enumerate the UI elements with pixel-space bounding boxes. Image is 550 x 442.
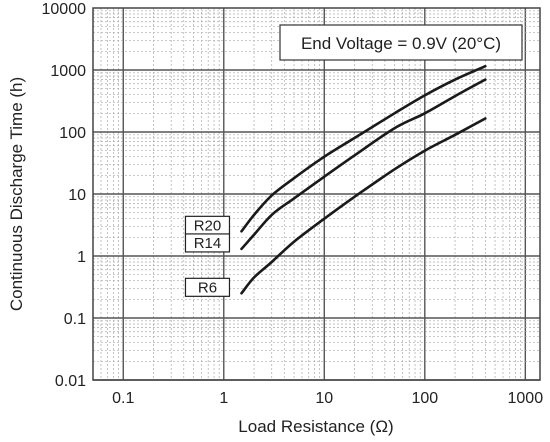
y-axis-ticks: 0.01 0.1 1 10 100 1000 10000 (42, 1, 87, 390)
series-label-box (184, 277, 231, 297)
series-line-r14 (240, 78, 487, 251)
series-label-r20: R20 (184, 215, 231, 235)
y-tick-label: 0.01 (55, 373, 86, 390)
plot-frame (92, 7, 541, 381)
y-axis-label: Continuous Discharge Time (h) (7, 77, 26, 311)
series-label-r14: R14 (184, 233, 231, 253)
x-tick-label: 1000 (508, 390, 544, 407)
x-tick-label: 1 (219, 390, 228, 407)
x-axis-label: Load Resistance (Ω) (238, 417, 393, 436)
annotation-text: End Voltage = 0.9V (20°C) (301, 34, 501, 53)
y-tick-label: 1000 (50, 63, 86, 80)
y-tick-label: 100 (59, 125, 86, 142)
series-label-box (184, 233, 231, 253)
series-label-r6: R6 (184, 277, 231, 297)
annotation-box: End Voltage = 0.9V (20°C) (279, 24, 523, 61)
y-tick-label: 0.1 (64, 311, 86, 328)
x-tick-label: 0.1 (112, 390, 134, 407)
series-line-r6 (240, 117, 487, 295)
series-line-r20 (240, 64, 487, 233)
grid (92, 8, 540, 381)
series-label-text: R20 (194, 217, 222, 234)
y-tick-label: 10000 (42, 1, 87, 18)
x-tick-label: 10 (315, 390, 333, 407)
series-label-text: R14 (194, 235, 222, 252)
x-tick-label: 100 (411, 390, 438, 407)
x-axis-ticks: 0.1 1 10 100 1000 (112, 390, 543, 407)
y-tick-label: 10 (68, 187, 86, 204)
y-tick-label: 1 (77, 249, 86, 266)
series-lines (240, 64, 487, 295)
series-label-text: R6 (198, 279, 217, 296)
